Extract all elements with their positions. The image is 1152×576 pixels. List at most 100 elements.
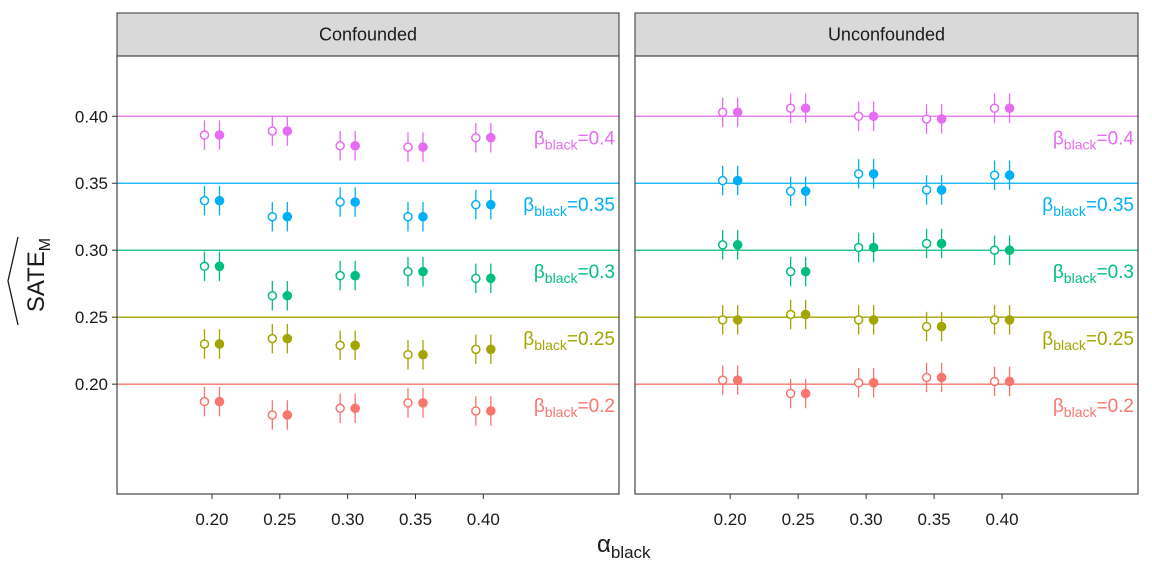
beta-label-sub: black (534, 337, 568, 353)
y-axis-title-text: SATEM (23, 238, 54, 312)
filled-point (868, 378, 879, 388)
open-point (471, 344, 481, 355)
open-point (989, 315, 1000, 325)
x-tick-label: 0.35 (399, 510, 432, 529)
filled-point (936, 238, 947, 249)
beta-series-label: βblack=0.25 (523, 329, 615, 353)
open-point (471, 273, 481, 284)
filled-point (868, 111, 879, 122)
open-point (403, 211, 413, 222)
y-tick-label: 0.40 (75, 107, 108, 126)
beta-label-symbol: β (1042, 195, 1053, 216)
filled-point (418, 398, 428, 408)
filled-point (868, 242, 879, 253)
filled-point (486, 406, 496, 416)
beta-label-sub: black (1064, 270, 1098, 286)
x-tick-label: 0.30 (850, 510, 883, 529)
open-point (199, 130, 210, 140)
filled-point (800, 309, 811, 320)
open-point (199, 195, 210, 206)
x-tick-label: 0.25 (263, 510, 296, 529)
open-point (335, 340, 345, 351)
filled-point (936, 372, 947, 383)
filled-point (282, 126, 293, 136)
panel-strip (634, 12, 1139, 57)
panel-frame (116, 55, 620, 495)
x-tick-label: 0.40 (467, 510, 500, 529)
beta-label-symbol: β (1053, 396, 1064, 417)
filled-point (868, 169, 879, 179)
x-axis-title-main: α (597, 531, 611, 558)
filled-point (350, 340, 360, 351)
filled-point (732, 175, 743, 186)
open-point (853, 378, 864, 388)
beta-label-symbol: β (534, 396, 545, 417)
filled-point (350, 197, 360, 207)
filled-point (800, 388, 811, 399)
open-point (335, 403, 345, 414)
filled-point (1004, 245, 1015, 256)
filled-point (732, 375, 743, 385)
open-point (921, 114, 932, 124)
filled-point (486, 199, 496, 210)
beta-series-label: βblack=0.2 (1053, 396, 1134, 420)
filled-point (418, 142, 428, 152)
open-point (335, 197, 345, 207)
filled-point (486, 344, 496, 355)
open-point (785, 266, 796, 277)
filled-point (214, 339, 225, 349)
open-point (471, 406, 481, 416)
open-point (785, 103, 796, 113)
beta-series-label: βblack=0.4 (534, 128, 616, 152)
beta-label-symbol: β (534, 262, 545, 283)
beta-label-value: =0.25 (567, 329, 615, 350)
open-point (921, 321, 932, 332)
filled-point (418, 211, 428, 222)
open-point (403, 398, 413, 408)
filled-point (732, 315, 743, 325)
beta-label-sub: black (1064, 136, 1098, 152)
open-point (785, 186, 796, 197)
filled-point (350, 270, 360, 281)
open-point (267, 126, 278, 136)
open-point (853, 315, 864, 325)
filled-point (214, 195, 225, 206)
filled-point (214, 396, 225, 407)
beta-label-value: =0.35 (1086, 195, 1134, 216)
filled-point (800, 266, 811, 277)
y-axis-title-main: SATE (23, 251, 50, 312)
open-point (267, 291, 278, 301)
filled-point (350, 403, 360, 414)
filled-point (1004, 315, 1015, 325)
filled-point (214, 261, 225, 272)
beta-label-symbol: β (1042, 329, 1053, 350)
x-axis-title: αblack (597, 531, 651, 562)
y-axis-title-hat (7, 236, 19, 326)
open-point (853, 242, 864, 253)
beta-series-label: βblack=0.25 (1042, 329, 1134, 353)
open-point (717, 175, 728, 186)
open-point (267, 410, 278, 420)
filled-point (936, 321, 947, 332)
beta-label-sub: black (1064, 404, 1098, 420)
beta-label-symbol: β (1053, 262, 1064, 283)
filled-point (214, 130, 225, 140)
filled-point (282, 333, 293, 344)
filled-point (800, 103, 811, 114)
x-tick-label: 0.40 (986, 510, 1019, 529)
open-point (471, 132, 481, 143)
open-point (717, 107, 728, 118)
filled-point (282, 290, 293, 301)
beta-series-label: βblack=0.35 (523, 195, 615, 219)
open-point (199, 396, 210, 407)
panel-strip (116, 12, 620, 57)
open-point (989, 103, 1000, 113)
filled-point (486, 132, 496, 143)
y-tick-label: 0.20 (75, 375, 108, 394)
filled-point (486, 273, 496, 284)
beta-label-symbol: β (534, 128, 545, 149)
beta-series-label: βblack=0.3 (534, 262, 615, 286)
open-point (785, 388, 796, 399)
